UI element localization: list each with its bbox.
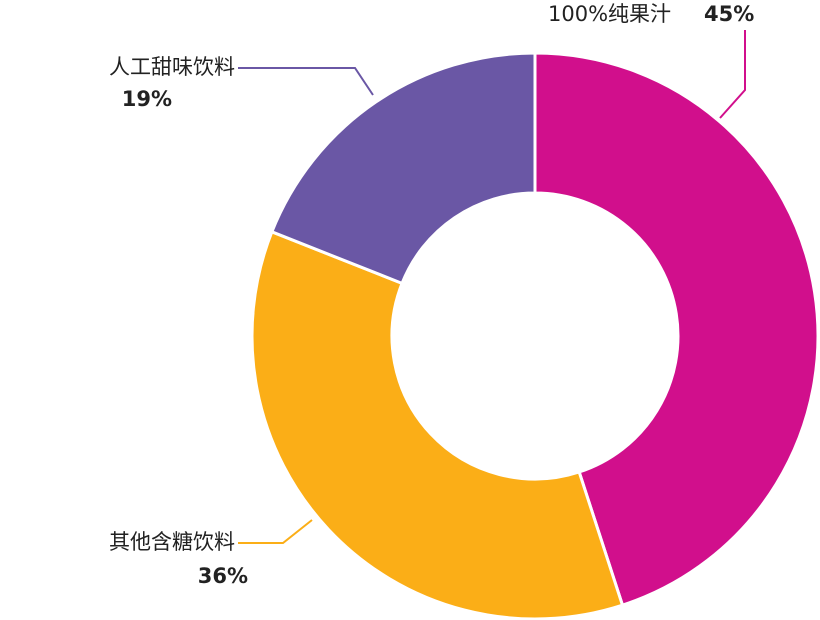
leader-line (238, 519, 313, 544)
value-label: 19% (122, 87, 172, 111)
donut-slice (269, 51, 537, 286)
value-label: 45% (704, 2, 754, 26)
slice-label: 人工甜味饮料 (109, 55, 235, 79)
value-label: 36% (198, 564, 248, 588)
leader-line (719, 30, 746, 119)
slice-label: 100%纯果汁 (548, 2, 671, 26)
donut-slice (533, 51, 820, 608)
slice-label: 其他含糖饮料 (109, 530, 235, 554)
donut-slice (250, 229, 625, 620)
leader-line (238, 67, 374, 96)
